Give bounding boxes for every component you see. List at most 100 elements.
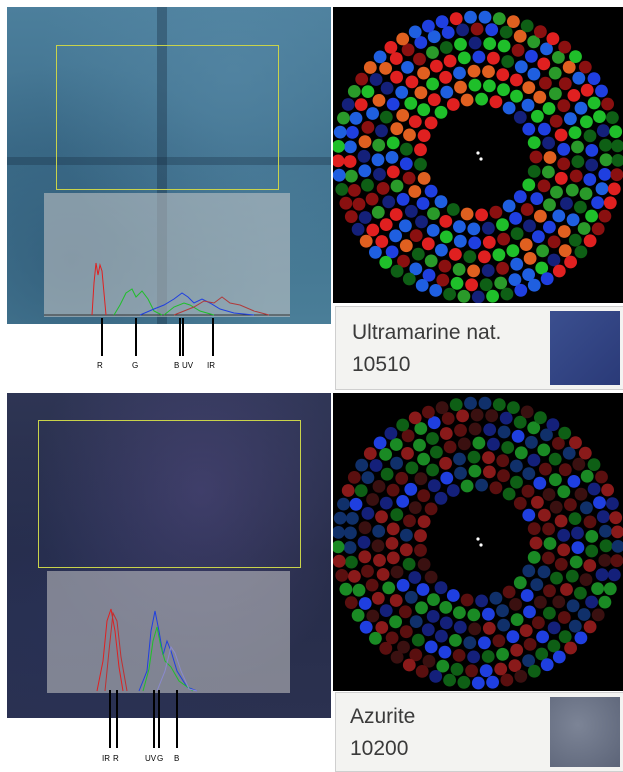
disc-dot <box>497 39 511 53</box>
disc-dot <box>507 401 520 414</box>
disc-dot <box>543 606 556 620</box>
disc-dot <box>607 568 621 582</box>
disc-dot <box>435 15 449 29</box>
disc-dot <box>375 621 389 634</box>
disc-dot <box>417 172 431 185</box>
disc-dot <box>366 107 379 120</box>
disc-dot <box>468 236 482 250</box>
disc-dot <box>339 582 353 596</box>
disc-dot <box>564 498 577 512</box>
disc-dot <box>557 485 571 499</box>
disc-dot <box>439 215 453 228</box>
disc-dot <box>405 461 419 475</box>
disc-dot <box>522 508 536 522</box>
disc-dot <box>379 641 393 655</box>
disc-dot <box>552 209 566 223</box>
disc-dot <box>390 70 403 84</box>
disc-dot <box>390 122 404 136</box>
disc-dot <box>554 128 568 142</box>
disc-dot <box>596 510 610 524</box>
disc-dot <box>464 396 477 410</box>
disc-dot <box>333 125 347 139</box>
disc-dot <box>358 211 372 224</box>
disc-dot <box>591 608 605 622</box>
azurite-sample-card: Azurite 10200 <box>335 692 623 772</box>
disc-dot <box>585 544 599 558</box>
disc-dot <box>569 169 583 183</box>
disc-dot <box>527 664 541 678</box>
spectrum-label-UV: UV <box>182 361 194 370</box>
disc-dot <box>454 37 467 51</box>
disc-dot <box>386 551 400 565</box>
disc-dot <box>351 222 365 236</box>
disc-center-marker <box>479 543 483 547</box>
disc-dot <box>598 595 612 609</box>
disc-dot <box>506 244 520 258</box>
disc-dot <box>549 87 562 101</box>
disc-dot <box>354 98 368 111</box>
disc-dot <box>585 595 598 609</box>
disc-dot <box>547 235 561 249</box>
disc-dot <box>595 470 608 484</box>
disc-dot <box>557 99 571 113</box>
disc-dot <box>514 283 528 297</box>
disc-dot <box>446 98 460 111</box>
disc-dot <box>571 541 585 554</box>
disc-dot <box>440 85 454 99</box>
disc-dot <box>557 142 571 156</box>
disc-dot <box>453 234 467 248</box>
disc-dot <box>346 512 359 525</box>
disc-dot <box>523 638 537 651</box>
disc-dot <box>492 398 506 411</box>
disc-dot <box>468 622 482 636</box>
disc-dot <box>343 541 357 554</box>
disc-dot <box>478 636 491 650</box>
disc-dot <box>453 620 467 634</box>
disc-dot <box>465 278 478 292</box>
disc-dot <box>449 12 463 26</box>
disc-dot <box>390 264 404 278</box>
disc-dot <box>417 129 431 142</box>
disc-dot <box>414 529 427 543</box>
disc-dot <box>373 553 386 567</box>
disc-dot <box>529 150 543 164</box>
disc-dot <box>352 583 366 597</box>
disc-dot <box>440 471 454 485</box>
pigment-name: Azurite <box>350 705 416 728</box>
disc-dot <box>415 601 428 615</box>
disc-dot <box>513 415 527 429</box>
disc-dot <box>557 543 571 557</box>
disc-dot <box>359 620 373 634</box>
pigment-swatch <box>550 697 620 767</box>
disc-dot <box>386 136 400 150</box>
disc-dot <box>538 508 551 522</box>
disc-dot <box>379 255 393 269</box>
disc-dot <box>402 557 416 571</box>
disc-dot <box>595 84 608 98</box>
disc-dot <box>352 197 366 211</box>
disc-dot <box>552 51 565 64</box>
disc-dot <box>358 597 372 610</box>
disc-dot <box>361 178 374 192</box>
disc-dot <box>379 496 393 510</box>
disc-dot <box>554 171 568 185</box>
disc-dot <box>547 639 561 653</box>
disc-dot <box>542 165 555 179</box>
disc-dot <box>483 423 497 436</box>
disc-dot <box>527 551 541 564</box>
disc-dot <box>358 164 372 178</box>
disc-dot <box>390 179 404 193</box>
disc-dot <box>439 616 453 630</box>
disc-dot <box>344 210 358 224</box>
disc-dot <box>540 428 553 442</box>
disc-dot <box>454 466 467 480</box>
disc-dot <box>580 469 594 483</box>
disc-dot <box>365 578 379 592</box>
disc-dot <box>567 89 581 102</box>
disc-dot <box>534 25 547 39</box>
disc-dot <box>543 584 556 598</box>
disc-center-marker <box>476 537 480 541</box>
spectrum-label-G: G <box>157 754 164 763</box>
disc-dot <box>520 19 534 33</box>
disc-dot <box>514 60 528 74</box>
